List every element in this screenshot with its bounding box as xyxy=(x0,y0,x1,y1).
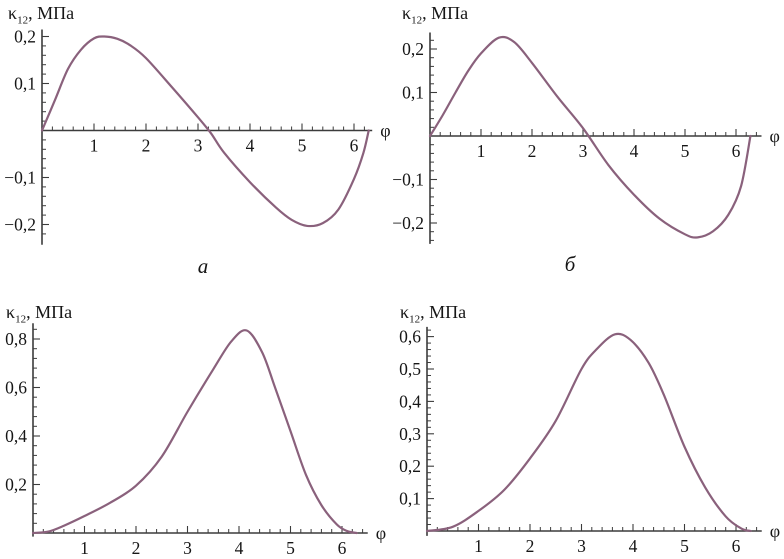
y-tick-label: −0,2 xyxy=(392,213,424,233)
kappa-subscript: 12 xyxy=(17,14,29,27)
x-tick-label: 5 xyxy=(681,141,690,161)
y-tick-label: 0,2 xyxy=(402,39,424,59)
x-tick-label: 3 xyxy=(579,141,588,161)
chart-panel-a: κ12, МПа 1 2 3 4 5 6 0,2 0,1 −0,1 −0,2 φ xyxy=(0,0,392,252)
kappa-subscript: 12 xyxy=(15,313,27,326)
chart-panel-g: κ12, МПа 1 2 3 4 5 6 0,6 0,5 0,4 0,3 0,2 0,1 φ xyxy=(392,286,784,559)
x-tick-label: 6 xyxy=(350,136,359,156)
x-axis-title: φ xyxy=(770,126,780,146)
x-tick-label: 2 xyxy=(132,538,141,558)
x-tick-label: 6 xyxy=(732,536,741,556)
kappa-subscript: 12 xyxy=(409,313,421,326)
x-axis-title: φ xyxy=(380,121,390,141)
y-tick-label: 0,8 xyxy=(5,329,27,349)
y-tick-label: 0,1 xyxy=(399,489,421,509)
plot-a: 1 2 3 4 5 6 0,2 0,1 −0,1 −0,2 φ xyxy=(4,27,391,245)
x-tick-label: 4 xyxy=(629,536,638,556)
unit-label: , МПа xyxy=(28,3,75,23)
curve-kappa12-a xyxy=(40,35,370,228)
y-tick-label: −0,2 xyxy=(4,215,36,235)
y-tick-label: 0,4 xyxy=(399,391,421,411)
curve-kappa12-b xyxy=(428,35,752,239)
y-tick-label: 0,5 xyxy=(399,359,421,379)
curve-kappa12-v xyxy=(31,329,358,535)
y-axis-title-b: κ12, МПа xyxy=(402,3,468,31)
x-tick-label: 4 xyxy=(235,538,244,558)
x-tick-label: 2 xyxy=(142,136,151,156)
x-tick-label: 2 xyxy=(528,141,537,161)
y-tick-label: 0,3 xyxy=(399,424,421,444)
x-tick-label: 3 xyxy=(183,538,192,558)
x-axis-title: φ xyxy=(376,523,386,543)
x-tick-label: 6 xyxy=(732,141,741,161)
unit-label: , МПа xyxy=(26,302,73,322)
x-tick-label: 4 xyxy=(630,141,639,161)
y-tick-label: 0,2 xyxy=(14,27,36,47)
y-tick-label: 0,1 xyxy=(14,74,36,94)
y-tick-label: 0,1 xyxy=(402,83,424,103)
y-axis-title-g: κ12, МПа xyxy=(400,302,466,330)
x-tick-label: 1 xyxy=(477,141,486,161)
x-tick-label: 5 xyxy=(680,536,689,556)
kappa-subscript: 12 xyxy=(411,14,423,27)
kappa-symbol: κ xyxy=(400,302,410,322)
y-tick-label: 0,6 xyxy=(5,378,27,398)
unit-label: , МПа xyxy=(420,302,467,322)
kappa-symbol: κ xyxy=(8,3,18,23)
kappa-symbol: κ xyxy=(6,302,16,322)
y-tick-label: −0,1 xyxy=(4,168,36,188)
x-tick-label: 5 xyxy=(286,538,295,558)
chart-panel-b: κ12, МПа 1 2 3 4 5 6 0,2 0,1 −0,1 −0,2 φ xyxy=(392,0,784,252)
plot-v: 1 2 3 4 5 6 0,8 0,6 0,4 0,2 φ xyxy=(5,323,386,558)
x-axis-title: φ xyxy=(770,521,780,541)
y-axis-title-v: κ12, МПа xyxy=(6,302,72,330)
x-tick-label: 1 xyxy=(90,136,99,156)
x-tick-label: 3 xyxy=(577,536,586,556)
x-tick-label: 5 xyxy=(298,136,307,156)
y-tick-label: 0,6 xyxy=(399,327,421,347)
x-tick-label: 1 xyxy=(80,538,89,558)
unit-label: , МПа xyxy=(422,3,469,23)
curve-kappa12-g xyxy=(425,332,752,533)
panel-label-a: а xyxy=(197,254,209,278)
x-tick-label: 3 xyxy=(194,136,203,156)
kappa-symbol: κ xyxy=(402,3,412,23)
x-tick-label: 2 xyxy=(526,536,535,556)
x-tick-label: 6 xyxy=(338,538,347,558)
x-tick-label: 1 xyxy=(474,536,483,556)
y-axis-title-a: κ12, МПа xyxy=(8,3,74,31)
plot-b: 1 2 3 4 5 6 0,2 0,1 −0,1 −0,2 φ xyxy=(392,32,780,244)
x-tick-label: 4 xyxy=(246,136,255,156)
panel-label-b: б xyxy=(564,252,576,276)
plot-g: 1 2 3 4 5 6 0,6 0,5 0,4 0,3 0,2 0,1 φ xyxy=(399,327,780,556)
chart-panel-v: κ12, МПа 1 2 3 4 5 6 0,8 0,6 0,4 0,2 φ xyxy=(0,286,392,559)
y-tick-label: 0,2 xyxy=(399,456,421,476)
y-tick-label: −0,1 xyxy=(392,170,424,190)
y-tick-label: 0,4 xyxy=(5,426,27,446)
y-tick-label: 0,2 xyxy=(5,475,27,495)
